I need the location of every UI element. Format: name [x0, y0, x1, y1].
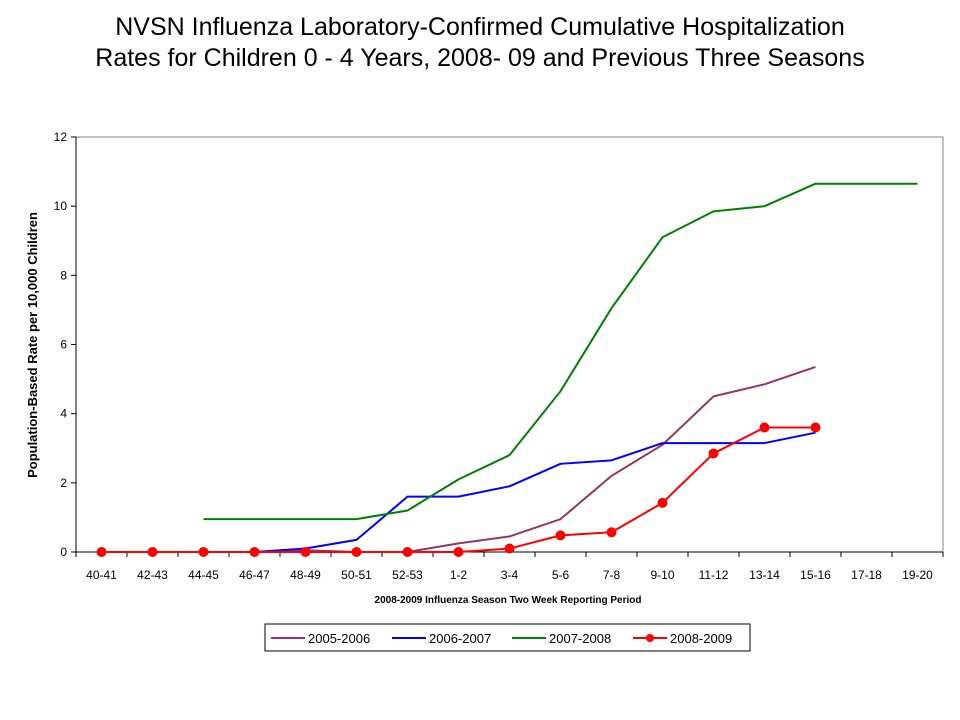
data-point: [147, 547, 158, 557]
data-point: [300, 547, 311, 557]
x-tick-label: 3-4: [501, 568, 519, 582]
y-tick-label: 6: [60, 338, 67, 352]
x-axis: 40-41 42-43 44-45 46-47 48-49 50-51 52-53 1-2 3-…: [75, 551, 944, 582]
x-tick-label: 7-8: [603, 568, 621, 582]
x-tick-label: 52-53: [392, 568, 423, 582]
legend-entry: 2005-2006: [271, 631, 370, 646]
data-point: [351, 547, 362, 557]
data-point: [606, 527, 617, 538]
plot-frame: [75, 136, 944, 553]
legend-entry: 2006-2007: [392, 631, 491, 646]
y-tick-label: 0: [60, 545, 67, 559]
data-point: [453, 547, 464, 557]
data-point: [504, 543, 515, 554]
x-axis-title: 2008-2009 Influenza Season Two Week Repo…: [375, 595, 642, 606]
data-point: [708, 448, 719, 459]
data-point: [555, 530, 566, 541]
chart-title-line-1: NVSN Influenza Laboratory-Confirmed Cumu…: [115, 13, 845, 41]
x-tick-label: 1-2: [450, 568, 468, 582]
x-tick-label: 9-10: [650, 568, 674, 582]
legend-frame: [264, 623, 751, 652]
x-tick-label: 50-51: [341, 568, 372, 582]
x-tick-label: 15-16: [800, 568, 831, 582]
x-tick-label: 13-14: [749, 568, 780, 582]
legend-entry: 2007-2008: [512, 631, 611, 646]
legend-label: 2007-2008: [549, 631, 611, 646]
data-point: [402, 547, 413, 557]
y-tick-label: 2: [60, 476, 67, 490]
y-tick-label: 4: [60, 407, 67, 421]
y-tick-label: 12: [54, 130, 68, 144]
x-tick-label: 42-43: [137, 568, 168, 582]
data-point: [96, 547, 107, 557]
y-axis: 0 2 4 6 8 10 12: [54, 130, 77, 559]
y-axis-title: Population-Based Rate per 10,000 Childre…: [25, 212, 40, 478]
x-tick-label: 11-12: [699, 568, 729, 582]
series-2008-2009: [96, 422, 821, 557]
x-tick-label: 48-49: [290, 568, 321, 582]
legend-entry: 2008-2009: [633, 631, 732, 646]
series-line: [203, 182, 918, 521]
y-tick-label: 10: [54, 199, 68, 213]
x-tick-label: 17-18: [851, 568, 882, 582]
chart-title: NVSN Influenza Laboratory-Confirmed Cumu…: [0, 12, 960, 74]
series-line: [254, 431, 816, 553]
plot-area: [75, 136, 944, 553]
legend-label: 2006-2007: [429, 631, 491, 646]
data-point: [249, 547, 260, 557]
series-2006-2007: [254, 431, 816, 553]
x-tick-label: 5-6: [552, 568, 570, 582]
y-tick-label: 8: [60, 268, 67, 282]
data-point: [657, 497, 668, 508]
data-point: [198, 547, 209, 557]
x-tick-label: 44-45: [188, 568, 219, 582]
legend-marker: [646, 634, 654, 642]
x-tick-label: 19-20: [902, 568, 933, 582]
legend-label: 2008-2009: [670, 631, 732, 646]
chart-title-line-2: Rates for Children 0 - 4 Years, 2008- 09…: [95, 44, 865, 72]
data-point: [759, 422, 770, 433]
data-point: [810, 422, 821, 433]
x-tick-label: 46-47: [239, 568, 270, 582]
legend-label: 2005-2006: [308, 631, 370, 646]
legend: 2005-2006 2006-2007 2007-2008 2008-2009: [264, 623, 751, 652]
series-layer: [96, 182, 918, 557]
series-2007-2008: [203, 182, 918, 521]
x-tick-label: 40-41: [86, 568, 117, 582]
